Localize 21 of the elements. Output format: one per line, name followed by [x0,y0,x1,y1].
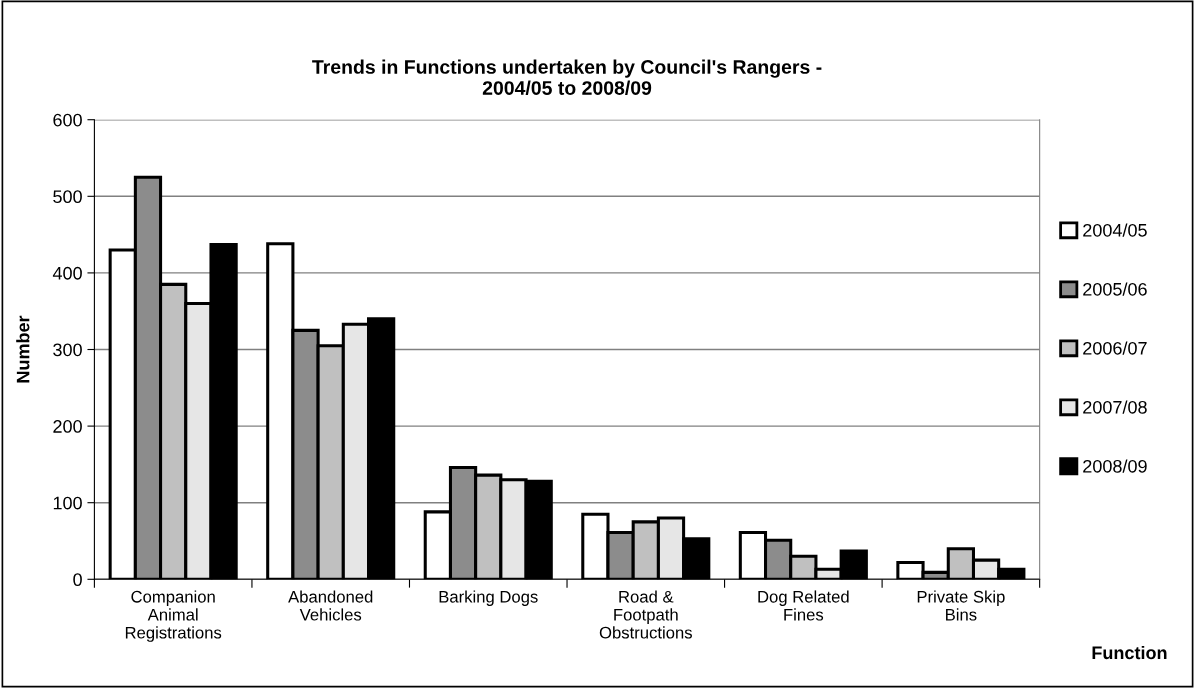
legend-label: 2006/07 [1083,341,1147,355]
chart-title: Trends in Functions undertaken by Council's Rangers - 2004/05 to 2008/09 [312,59,822,96]
y-tick-label: 100 [53,496,82,510]
y-tick-label: 400 [52,266,82,280]
legend-label: 2005/06 [1083,282,1147,296]
x-tick-label: Companion Animal Registrations [125,590,222,642]
y-axis-title: Number [16,315,30,383]
y-tick-label: 600 [53,113,82,127]
x-tick-label: Private Skip Bins [917,590,1005,621]
x-tick-label: Abandoned Vehicles [288,590,373,621]
legend-label: 2008/09 [1083,459,1147,473]
x-tick-label: Dog Related Fines [758,590,849,621]
legend-label: 2004/05 [1083,223,1147,237]
x-tick-label: Barking Dogs [439,590,538,606]
legend-label: 2007/08 [1083,400,1147,414]
x-tick-label: Road & Footpath Obstructions [599,590,692,639]
y-tick-label: 500 [53,190,82,204]
y-tick-label: 300 [53,343,82,357]
y-tick-label: 0 [73,573,82,587]
x-axis-title: Function [1092,645,1167,660]
y-tick-label: 200 [53,420,82,433]
